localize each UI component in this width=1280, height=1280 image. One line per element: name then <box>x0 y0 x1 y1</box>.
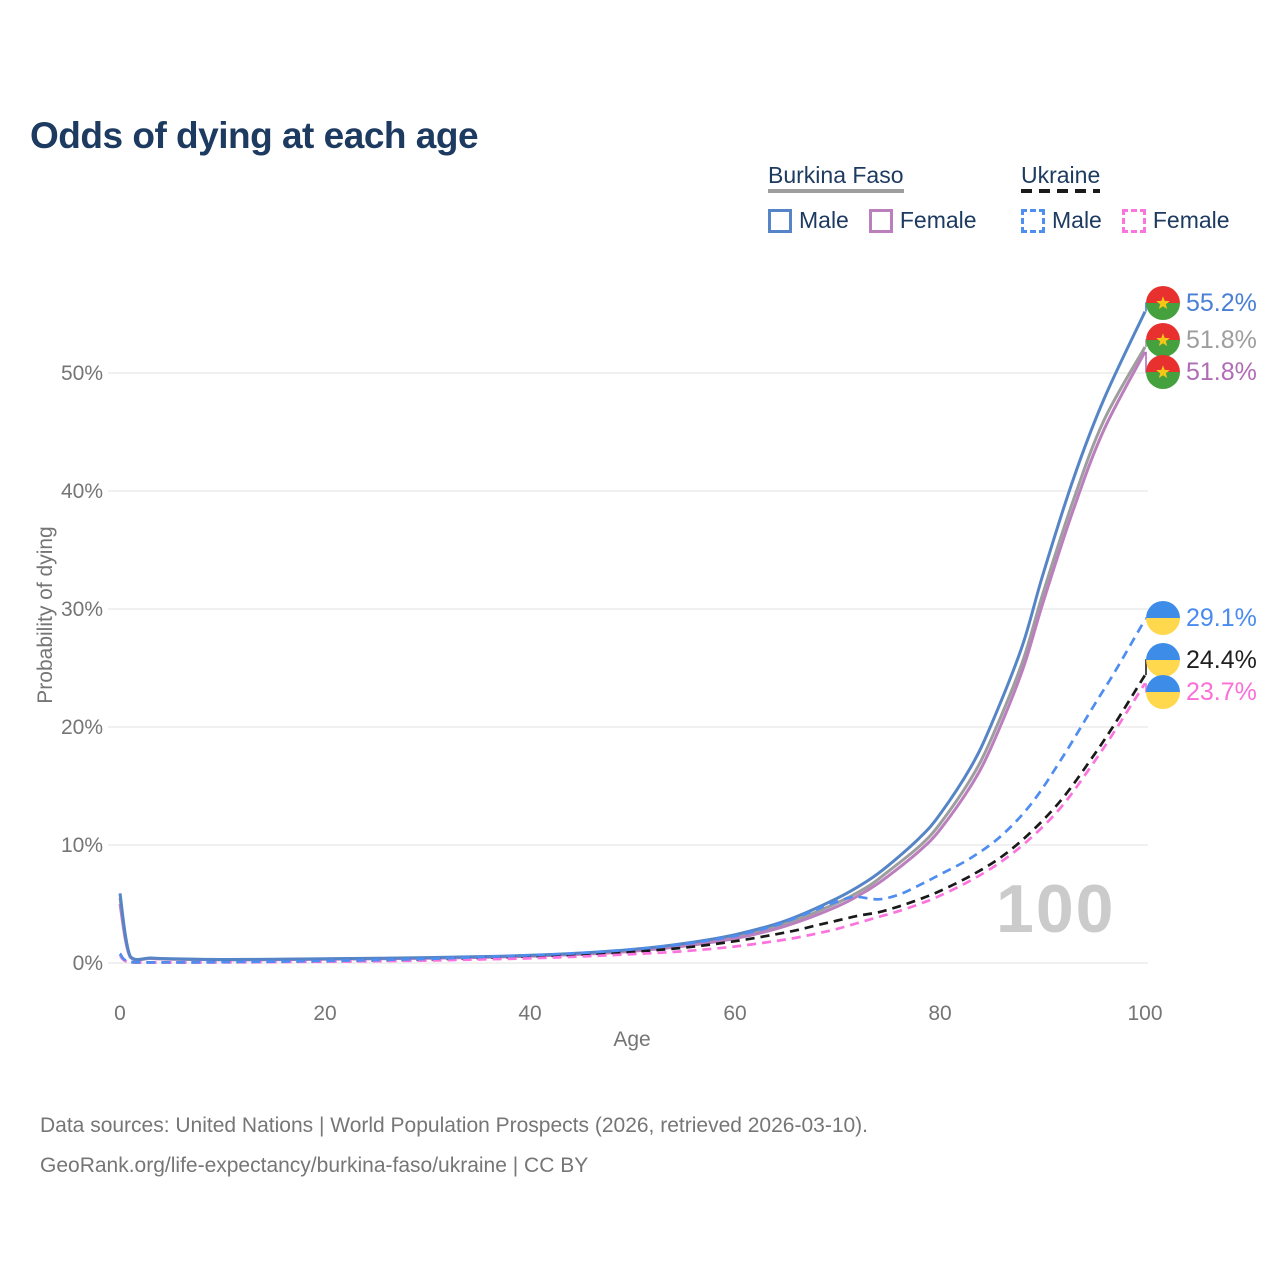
legend-item-ua-male[interactable]: Male <box>1021 207 1102 234</box>
legend-item-label: Female <box>899 207 977 233</box>
end-value: 29.1% <box>1186 603 1257 632</box>
y-tick-30: 30% <box>61 598 103 621</box>
ukraine-flag-icon <box>1146 675 1180 709</box>
end-label-burkina-faso-female: 51.8% <box>1146 355 1257 389</box>
x-tick-60: 60 <box>723 1002 746 1025</box>
x-tick-80: 80 <box>928 1002 951 1025</box>
georank-url-line: GeoRank.org/life-expectancy/burkina-faso… <box>40 1154 589 1177</box>
bf-male-swatch-icon <box>768 208 792 233</box>
bf-female-swatch-icon <box>868 208 893 233</box>
burkina-faso-flag-icon <box>1146 355 1180 389</box>
series-line-ukraine-both-sexes <box>118 674 1147 964</box>
legend-item-label: Male <box>1052 207 1102 233</box>
x-tick-100: 100 <box>1127 1002 1162 1025</box>
legend-country-burkina-faso: Burkina Faso <box>768 162 904 198</box>
y-axis-title: Probability of dying <box>34 526 57 704</box>
data-sources-line: Data sources: United Nations | World Pop… <box>40 1114 869 1137</box>
legend-country-label: Ukraine <box>1021 162 1101 188</box>
end-label-burkina-faso-both: 51.8% <box>1146 323 1257 357</box>
y-tick-10: 10% <box>61 834 103 857</box>
x-tick-20: 20 <box>313 1002 336 1025</box>
end-label-ukraine-female: 23.7% <box>1146 675 1257 709</box>
burkina-faso-solid-line-key <box>768 189 904 193</box>
x-tick-0: 0 <box>114 1002 126 1025</box>
ua-female-swatch-icon <box>1121 208 1146 233</box>
source-attribution: Data sources: United Nations | World Pop… <box>40 1106 868 1186</box>
legend-group-ukraine: Ukraine Male Female <box>1021 162 1230 234</box>
legend-country-ukraine: Ukraine <box>1021 162 1101 198</box>
legend-item-label: Female <box>1152 207 1230 233</box>
end-value: 51.8% <box>1186 325 1257 354</box>
ukraine-dashed-line-key <box>1021 189 1101 193</box>
end-value: 23.7% <box>1186 677 1257 706</box>
legend-country-label: Burkina Faso <box>768 162 904 188</box>
age-watermark: 100 <box>996 871 1116 947</box>
y-tick-50: 50% <box>61 362 103 385</box>
burkina-faso-flag-icon <box>1146 323 1180 357</box>
end-label-burkina-faso-male: 55.2% <box>1146 286 1257 320</box>
series-line-ukraine-male <box>118 618 1147 964</box>
legend-group-burkina-faso: Burkina Faso Male Female <box>768 162 977 234</box>
legend-item-ua-female[interactable]: Female <box>1121 207 1230 234</box>
chart-title: Odds of dying at each age <box>30 114 479 156</box>
legend-item-label: Male <box>799 207 849 233</box>
legend-item-bf-male[interactable]: Male <box>768 207 849 234</box>
legend-item-bf-female[interactable]: Female <box>868 207 977 234</box>
burkina-faso-flag-icon <box>1146 286 1180 320</box>
end-label-ukraine-both: 24.4% <box>1146 643 1257 677</box>
end-label-ukraine-male: 29.1% <box>1146 601 1257 635</box>
y-tick-40: 40% <box>61 480 103 503</box>
x-tick-40: 40 <box>518 1002 541 1025</box>
x-axis-title: Age <box>613 1028 651 1051</box>
y-tick-0: 0% <box>73 952 103 975</box>
y-tick-20: 20% <box>61 716 103 739</box>
end-value: 24.4% <box>1186 645 1257 674</box>
ukraine-flag-icon <box>1146 601 1180 635</box>
ua-male-swatch-icon <box>1021 208 1045 233</box>
end-value: 55.2% <box>1186 288 1257 317</box>
end-value: 51.8% <box>1186 357 1257 386</box>
ukraine-flag-icon <box>1146 643 1180 677</box>
